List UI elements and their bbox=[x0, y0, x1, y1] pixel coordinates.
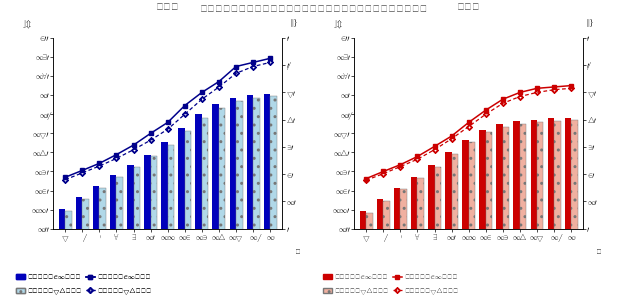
Bar bbox=[571, 120, 577, 303]
Text: 男　子: 男 子 bbox=[156, 2, 179, 21]
Bar bbox=[401, 189, 407, 303]
Text: 女　子: 女 子 bbox=[457, 2, 480, 21]
Bar bbox=[469, 142, 475, 303]
Bar bbox=[93, 186, 100, 303]
Bar bbox=[383, 201, 390, 303]
Bar bbox=[537, 122, 544, 303]
Bar bbox=[127, 165, 134, 303]
Bar bbox=[144, 155, 150, 303]
Bar bbox=[229, 98, 236, 303]
Bar bbox=[100, 188, 106, 303]
Bar bbox=[497, 124, 503, 303]
Bar bbox=[520, 124, 527, 303]
Bar bbox=[246, 95, 253, 303]
Bar bbox=[418, 178, 424, 303]
Bar bbox=[76, 197, 82, 303]
Bar bbox=[547, 118, 554, 303]
Bar bbox=[236, 101, 243, 303]
Bar bbox=[530, 120, 537, 303]
Text: cm: cm bbox=[23, 19, 32, 33]
Bar bbox=[196, 114, 202, 303]
Legend: 身長（平成21年度）, 身長（昭和54年度）, 体重（平成21年度）, 体重（昭和54年度）: 身長（平成21年度）, 身長（昭和54年度）, 体重（平成21年度）, 体重（昭… bbox=[324, 274, 458, 300]
Text: kg: kg bbox=[586, 19, 594, 33]
Bar bbox=[462, 140, 469, 303]
Bar bbox=[366, 212, 372, 303]
Bar bbox=[168, 145, 174, 303]
Bar bbox=[134, 167, 140, 303]
Bar bbox=[264, 94, 270, 303]
Text: 図２　身長・体重の年齢別平均値の３０年前（親世代）との比較: 図２ 身長・体重の年齢別平均値の３０年前（親世代）との比較 bbox=[199, 3, 428, 22]
Text: cm: cm bbox=[334, 19, 343, 33]
Bar bbox=[59, 209, 65, 303]
Bar bbox=[65, 211, 71, 303]
Bar bbox=[435, 167, 441, 303]
Bar bbox=[503, 127, 509, 303]
Bar bbox=[377, 199, 383, 303]
Bar bbox=[360, 211, 366, 303]
Bar bbox=[161, 142, 168, 303]
Text: 歳: 歳 bbox=[295, 248, 301, 262]
Bar bbox=[82, 199, 89, 303]
Bar bbox=[565, 118, 571, 303]
Bar bbox=[411, 177, 418, 303]
Text: kg: kg bbox=[290, 19, 298, 33]
Bar bbox=[479, 130, 486, 303]
Bar bbox=[445, 152, 451, 303]
Bar bbox=[486, 132, 492, 303]
Legend: 身長（平成21年度）, 身長（昭和54年度）, 体重（平成21年度）, 体重（昭和54年度）: 身長（平成21年度）, 身長（昭和54年度）, 体重（平成21年度）, 体重（昭… bbox=[16, 274, 151, 300]
Bar bbox=[514, 121, 520, 303]
Bar bbox=[270, 95, 277, 303]
Bar bbox=[394, 188, 401, 303]
Bar bbox=[110, 175, 117, 303]
Bar bbox=[451, 154, 458, 303]
Bar bbox=[185, 132, 191, 303]
Bar bbox=[554, 121, 561, 303]
Text: 歳: 歳 bbox=[596, 248, 602, 262]
Bar bbox=[253, 98, 260, 303]
Bar bbox=[178, 128, 185, 303]
Bar bbox=[213, 104, 219, 303]
Bar bbox=[202, 118, 208, 303]
Bar bbox=[219, 108, 226, 303]
Bar bbox=[150, 156, 157, 303]
Bar bbox=[428, 165, 435, 303]
Bar bbox=[117, 177, 123, 303]
